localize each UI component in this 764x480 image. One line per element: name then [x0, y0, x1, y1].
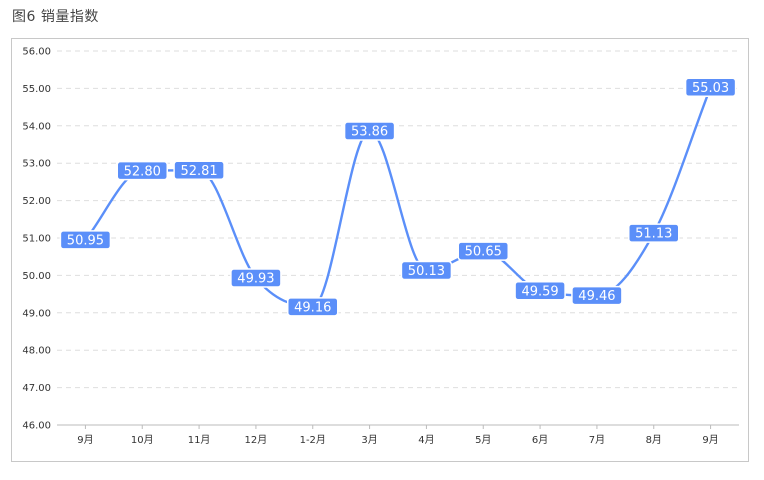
y-tick-label: 51.00 [22, 234, 51, 245]
data-label-text: 49.93 [237, 272, 274, 287]
y-tick-label: 55.00 [22, 84, 51, 95]
y-tick-label: 46.00 [22, 421, 51, 432]
data-label: 52.80 [116, 160, 168, 181]
data-label: 55.03 [684, 77, 737, 98]
y-tick-label: 48.00 [22, 346, 51, 357]
x-tick-label: 5月 [475, 434, 491, 446]
y-tick-label: 56.00 [22, 47, 51, 58]
data-label: 49.46 [571, 285, 623, 306]
data-point-marker [457, 241, 509, 261]
data-label-text: 50.65 [465, 245, 502, 260]
data-point-marker [287, 297, 339, 317]
y-tick-label: 47.00 [22, 383, 51, 394]
x-tick-label: 7月 [589, 434, 605, 446]
y-tick-label: 50.00 [22, 271, 51, 282]
x-tick-label: 12月 [245, 434, 268, 446]
data-point-marker [59, 230, 112, 250]
data-point-marker [684, 77, 737, 98]
chart-frame: 46.00 47.00 48.00 49.00 50.00 51.00 52.00 53.00… [11, 38, 749, 462]
x-tick-label: 3月 [361, 434, 377, 446]
x-tick-label: 10月 [131, 434, 154, 446]
data-label-text: 49.59 [521, 284, 558, 299]
x-tick-label: 8月 [646, 434, 662, 446]
y-tick-label: 52.00 [22, 196, 51, 207]
data-label-text: 52.81 [180, 164, 217, 179]
data-label-text: 49.16 [294, 300, 331, 315]
data-label-text: 53.86 [351, 125, 388, 140]
x-tick-label: 6月 [532, 434, 548, 446]
x-tick-label: 9月 [702, 434, 718, 446]
data-label-text: 51.13 [635, 227, 672, 242]
data-label-text: 49.46 [578, 289, 615, 304]
data-label-text: 52.80 [124, 164, 161, 179]
data-point-marker [628, 223, 680, 243]
data-label: 50.65 [457, 241, 509, 261]
data-label-text: 50.95 [67, 233, 104, 248]
data-point-marker [400, 260, 453, 281]
x-tick-label: 1-2月 [300, 434, 326, 446]
data-label: 50.13 [400, 260, 453, 281]
data-label-text: 55.03 [692, 81, 729, 96]
series-line [84, 86, 712, 309]
data-label: 51.13 [628, 223, 680, 243]
figure-caption: 图6 销量指数 [12, 9, 99, 25]
data-label: 49.59 [514, 280, 566, 301]
y-tick-label: 53.00 [22, 159, 51, 170]
y-tick-label: 49.00 [22, 308, 51, 319]
data-point-marker [116, 160, 168, 181]
data-label-text: 50.13 [408, 264, 445, 279]
data-label: 49.16 [287, 297, 339, 317]
data-label: 52.81 [173, 160, 225, 181]
x-tick-label: 9月 [77, 434, 93, 446]
data-point-marker [230, 268, 282, 288]
x-tick-label: 11月 [188, 434, 211, 446]
y-tick-label: 54.00 [22, 121, 51, 132]
data-label: 49.93 [230, 268, 282, 288]
x-tick-label: 4月 [418, 434, 434, 446]
data-point-marker [343, 121, 396, 141]
data-label: 53.86 [343, 121, 396, 141]
data-label: 50.95 [59, 230, 112, 250]
data-point-marker [571, 285, 623, 306]
data-point-marker [173, 160, 225, 181]
data-point-marker [514, 280, 566, 301]
line-chart: 46.00 47.00 48.00 49.00 50.00 51.00 52.00 53.00… [22, 47, 739, 446]
